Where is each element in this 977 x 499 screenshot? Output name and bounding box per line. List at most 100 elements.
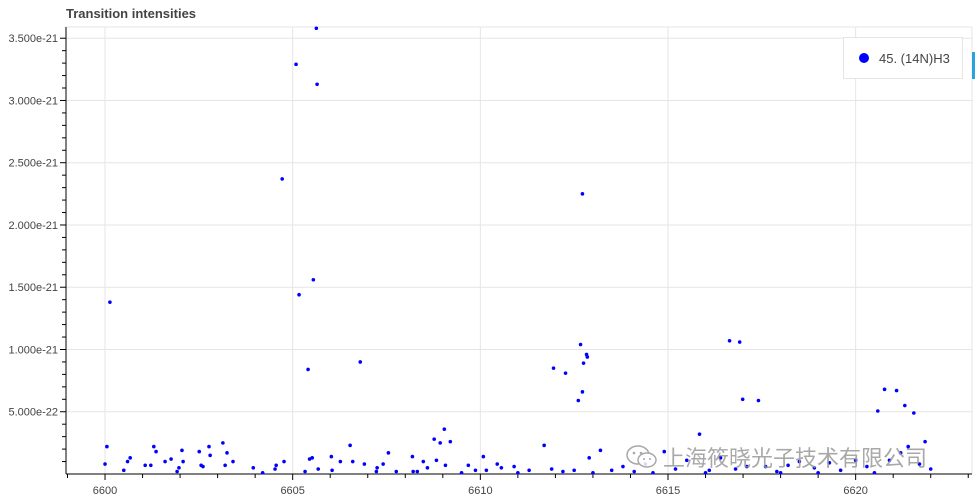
- data-point: [563, 371, 568, 375]
- data-point: [917, 462, 922, 466]
- wechat-icon: [626, 445, 657, 468]
- data-point: [108, 300, 112, 304]
- data-point: [180, 448, 184, 453]
- data-point: [251, 465, 256, 470]
- y-tick-label: 5.000e-22: [8, 407, 58, 419]
- data-point: [673, 467, 678, 471]
- data-point: [598, 448, 603, 453]
- data-point: [348, 443, 352, 448]
- data-point: [775, 469, 779, 474]
- data-point: [499, 465, 504, 470]
- legend[interactable]: 45. (14N)H3: [843, 37, 963, 79]
- data-point: [516, 470, 520, 475]
- data-point: [865, 464, 869, 469]
- data-point: [697, 432, 702, 436]
- data-point: [169, 457, 173, 461]
- data-point: [306, 367, 310, 372]
- data-point: [581, 361, 586, 365]
- x-tick-label: 6620: [843, 485, 867, 497]
- data-point: [733, 467, 738, 471]
- data-point: [121, 468, 126, 473]
- y-tick-label: 3.000e-21: [8, 95, 58, 107]
- data-point: [231, 459, 235, 464]
- data-point: [421, 459, 426, 464]
- data-point: [912, 411, 916, 415]
- data-point: [756, 398, 761, 403]
- data-point: [484, 468, 489, 473]
- data-point: [274, 463, 278, 468]
- data-point: [221, 441, 225, 445]
- x-tick-label: 6610: [468, 485, 492, 497]
- data-point: [434, 458, 439, 463]
- data-point: [827, 460, 832, 465]
- y-tick-label: 3.500e-21: [8, 33, 58, 45]
- data-point: [310, 456, 315, 460]
- data-point: [443, 463, 448, 468]
- data-point: [816, 470, 820, 475]
- data-point: [707, 468, 712, 473]
- data-point: [662, 449, 667, 454]
- data-point: [374, 469, 379, 474]
- data-point: [358, 360, 363, 364]
- data-point: [163, 459, 167, 464]
- data-point: [330, 468, 334, 473]
- data-point: [580, 390, 585, 394]
- data-point: [512, 464, 516, 469]
- watermark-text: 上海筱晓光子技术有限公司: [663, 446, 928, 471]
- data-point: [763, 464, 768, 469]
- data-point: [297, 292, 301, 297]
- data-point: [632, 469, 637, 474]
- toolbar-edge: [972, 52, 975, 79]
- data-point: [580, 192, 585, 196]
- data-point: [410, 454, 415, 459]
- data-point: [718, 456, 723, 460]
- data-point: [381, 462, 385, 466]
- data-point: [425, 465, 430, 470]
- y-tick-label: 2.500e-21: [8, 158, 58, 170]
- data-point: [906, 444, 910, 449]
- data-point: [466, 463, 471, 468]
- data-point: [386, 451, 391, 455]
- data-point: [105, 444, 109, 449]
- data-point: [923, 439, 927, 444]
- data-point: [737, 340, 742, 344]
- watermark: 上海筱晓光子技术有限公司: [625, 441, 927, 473]
- data-point: [316, 467, 321, 471]
- data-point: [549, 467, 554, 471]
- y-tick-label: 2.000e-21: [8, 220, 58, 232]
- data-point: [727, 338, 732, 343]
- data-point: [853, 458, 858, 463]
- y-tick-label: 1.500e-21: [8, 282, 58, 294]
- data-point: [338, 459, 343, 464]
- data-point: [282, 459, 286, 464]
- data-point: [703, 470, 708, 475]
- data-point: [415, 469, 420, 474]
- data-point: [125, 459, 130, 464]
- data-point: [898, 451, 903, 455]
- data-point: [745, 464, 749, 469]
- data-point: [175, 469, 179, 474]
- data-point: [128, 456, 132, 460]
- data-point: [838, 468, 843, 473]
- data-point: [894, 388, 899, 393]
- data-point: [350, 459, 355, 464]
- x-tick-label: 6605: [280, 485, 304, 497]
- data-point: [314, 26, 319, 31]
- data-point: [152, 444, 156, 449]
- data-point: [394, 469, 399, 474]
- data-point: [621, 464, 625, 469]
- data-point: [280, 177, 284, 181]
- data-point: [812, 465, 817, 470]
- data-point: [887, 458, 892, 463]
- data-point: [651, 470, 655, 475]
- data-point: [294, 62, 298, 67]
- data-point: [154, 449, 158, 454]
- data-point: [473, 468, 478, 473]
- data-point: [527, 468, 531, 473]
- data-point: [223, 463, 227, 468]
- data-point: [329, 454, 334, 459]
- data-point: [225, 451, 229, 455]
- data-point: [260, 470, 265, 475]
- data-point: [459, 470, 464, 475]
